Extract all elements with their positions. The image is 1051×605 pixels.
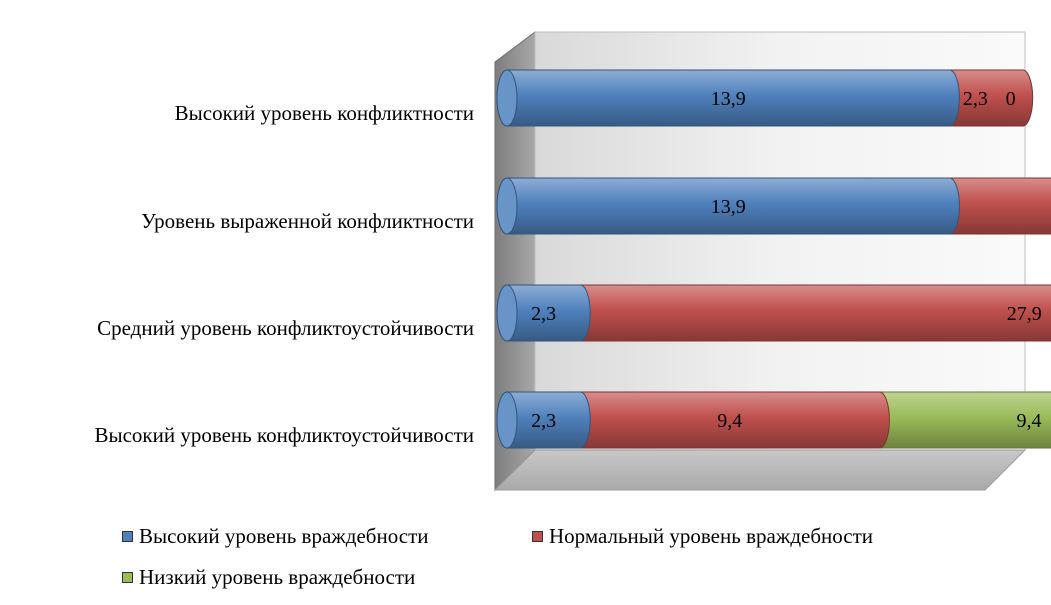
- data-label-3-1: 2,3: [531, 303, 556, 325]
- bar-cap-left-2: [496, 177, 518, 235]
- category-label-2: Уровень выраженной конфликтности: [141, 209, 474, 233]
- category-label-3: Средний уровень конфликтоустойчивости: [97, 316, 474, 340]
- data-label-1-2: 2,3: [963, 88, 988, 110]
- legend-swatch-3: [122, 572, 133, 583]
- category-label-1: Высокий уровень конфликтности: [175, 101, 474, 125]
- legend-item-2: Нормальный уровень враждебности: [532, 524, 873, 549]
- bar-cap-left-1: [496, 69, 518, 127]
- legend-swatch-1: [122, 531, 133, 542]
- bar-group-3: [496, 284, 1051, 342]
- data-label-4-2: 9,4: [717, 410, 742, 432]
- data-label-4-3: 9,4: [1017, 410, 1042, 432]
- bar-group-1: [496, 69, 1034, 127]
- data-label-1-1: 13,9: [711, 88, 746, 110]
- legend-label-3: Низкий уровень враждебности: [139, 565, 416, 589]
- bar-group-2: [496, 177, 1051, 235]
- bar-cap-left-3: [496, 284, 518, 342]
- data-label-1-3: 0: [1006, 88, 1016, 110]
- legend-label-1: Высокий уровень враждебности: [139, 524, 429, 548]
- legend-item-1: Высокий уровень враждебности: [122, 524, 428, 549]
- bar-group-4: [496, 391, 1051, 449]
- bar-segment-3-2: [569, 284, 1051, 342]
- bar-cap-left-4: [496, 391, 518, 449]
- data-label-2-1: 13,9: [711, 196, 746, 218]
- legend-swatch-2: [532, 531, 543, 542]
- data-label-4-1: 2,3: [531, 410, 556, 432]
- floor: [493, 449, 1027, 491]
- legend-item-3: Низкий уровень враждебности: [122, 565, 415, 590]
- data-label-3-2: 27,9: [1007, 303, 1042, 325]
- chart-labels: 13,9 2,3 0 Высокий уровень конфликтности 13,…: [94, 88, 1042, 447]
- category-label-4: Высокий уровень конфликтоустойчивости: [94, 423, 474, 447]
- legend-label-2: Нормальный уровень враждебности: [549, 524, 874, 548]
- chart-bars: [496, 69, 1051, 449]
